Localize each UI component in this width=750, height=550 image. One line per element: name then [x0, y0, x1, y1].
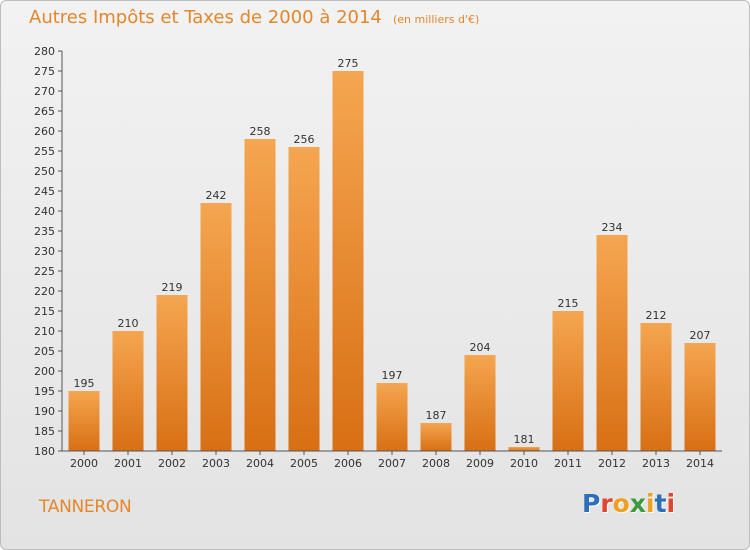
y-tick-label: 220: [34, 285, 55, 298]
y-tick-label: 195: [34, 385, 55, 398]
bar-2008: [420, 423, 452, 451]
proxiti-logo: Proxiti: [582, 489, 675, 518]
data-label-2005: 256: [294, 133, 315, 146]
bar-2000: [68, 391, 100, 451]
bar-2006: [332, 71, 364, 451]
x-tick-label-2012: 2012: [598, 457, 626, 470]
logo-letter: o: [612, 489, 630, 518]
y-tick-label: 260: [34, 125, 55, 138]
y-tick-label: 185: [34, 425, 55, 438]
y-tick-label: 225: [34, 265, 55, 278]
x-tick-label-2001: 2001: [114, 457, 142, 470]
y-axis: 180 185 190 195 200 205 210 215 220 225 230 235 240 2…: [34, 45, 63, 458]
logo-letter: r: [600, 489, 613, 518]
x-tick-label-2009: 2009: [466, 457, 494, 470]
y-tick-label: 230: [34, 245, 55, 258]
x-tick-label-2008: 2008: [422, 457, 450, 470]
x-tick-label-2007: 2007: [378, 457, 406, 470]
x-tick-label-2014: 2014: [686, 457, 714, 470]
x-tick-label-2013: 2013: [642, 457, 670, 470]
data-label-2006: 275: [338, 57, 359, 70]
bar-2009: [464, 355, 496, 451]
y-tick-label: 275: [34, 65, 55, 78]
y-tick-label: 270: [34, 85, 55, 98]
x-tick-label-2011: 2011: [554, 457, 582, 470]
logo-letter: i: [666, 489, 676, 518]
data-label-2014: 207: [690, 329, 711, 342]
bar-2012: [596, 235, 628, 451]
y-tick-label: 250: [34, 165, 55, 178]
bar-2004: [244, 139, 276, 451]
data-label-2009: 204: [470, 341, 491, 354]
y-tick-label: 210: [34, 325, 55, 338]
data-label-2008: 187: [426, 409, 447, 422]
y-tick-label: 245: [34, 185, 55, 198]
bar-2011: [552, 311, 584, 451]
x-tick-label-2005: 2005: [290, 457, 318, 470]
bars: 195 210 219 242 258 256 275 197 187 204 181 215 234 2…: [68, 57, 716, 451]
chart-title-text: Autres Impôts et Taxes de 2000 à 2014: [29, 7, 382, 28]
logo-letter: P: [582, 489, 601, 518]
data-label-2003: 242: [206, 189, 227, 202]
y-tick-label: 215: [34, 305, 55, 318]
bar-2013: [640, 323, 672, 451]
x-tick-label-2003: 2003: [202, 457, 230, 470]
bar-2005: [288, 147, 320, 451]
bar-2010: [508, 447, 540, 451]
y-tick-label: 280: [34, 45, 55, 58]
y-tick-label: 205: [34, 345, 55, 358]
data-label-2004: 258: [250, 125, 271, 138]
x-tick-label-2004: 2004: [246, 457, 274, 470]
chart-title: Autres Impôts et Taxes de 2000 à 2014 (e…: [29, 7, 479, 28]
bar-2014: [684, 343, 716, 451]
y-tick-label: 235: [34, 225, 55, 238]
logo-letter: i: [646, 489, 655, 518]
data-label-2007: 197: [382, 369, 403, 382]
data-label-2010: 181: [514, 433, 535, 446]
y-tick-label: 200: [34, 365, 55, 378]
x-tick-label-2010: 2010: [510, 457, 538, 470]
bar-2007: [376, 383, 408, 451]
bar-2002: [156, 295, 188, 451]
y-tick-label: 190: [34, 405, 55, 418]
chart-unit-text: (en milliers d'€): [392, 13, 480, 26]
data-label-2002: 219: [162, 281, 183, 294]
data-label-2012: 234: [602, 221, 623, 234]
data-label-2001: 210: [118, 317, 139, 330]
y-tick-label: 255: [34, 145, 55, 158]
logo-letter: t: [654, 489, 667, 518]
x-tick-label-2002: 2002: [158, 457, 186, 470]
commune-name: TANNERON: [39, 497, 132, 517]
data-label-2013: 212: [646, 309, 667, 322]
logo-letter: x: [629, 489, 646, 518]
x-tick-label-2006: 2006: [334, 457, 362, 470]
y-tick-label: 180: [34, 445, 55, 458]
y-tick-label: 240: [34, 205, 55, 218]
y-tick-label: 265: [34, 105, 55, 118]
data-label-2000: 195: [74, 377, 95, 390]
x-tick-label-2000: 2000: [70, 457, 98, 470]
bar-2003: [200, 203, 232, 451]
bar-2001: [112, 331, 144, 451]
x-axis: 2000 2001 2002 2003 2004 2005 2006 2007 2008 2009…: [62, 450, 722, 470]
data-label-2011: 215: [558, 297, 579, 310]
